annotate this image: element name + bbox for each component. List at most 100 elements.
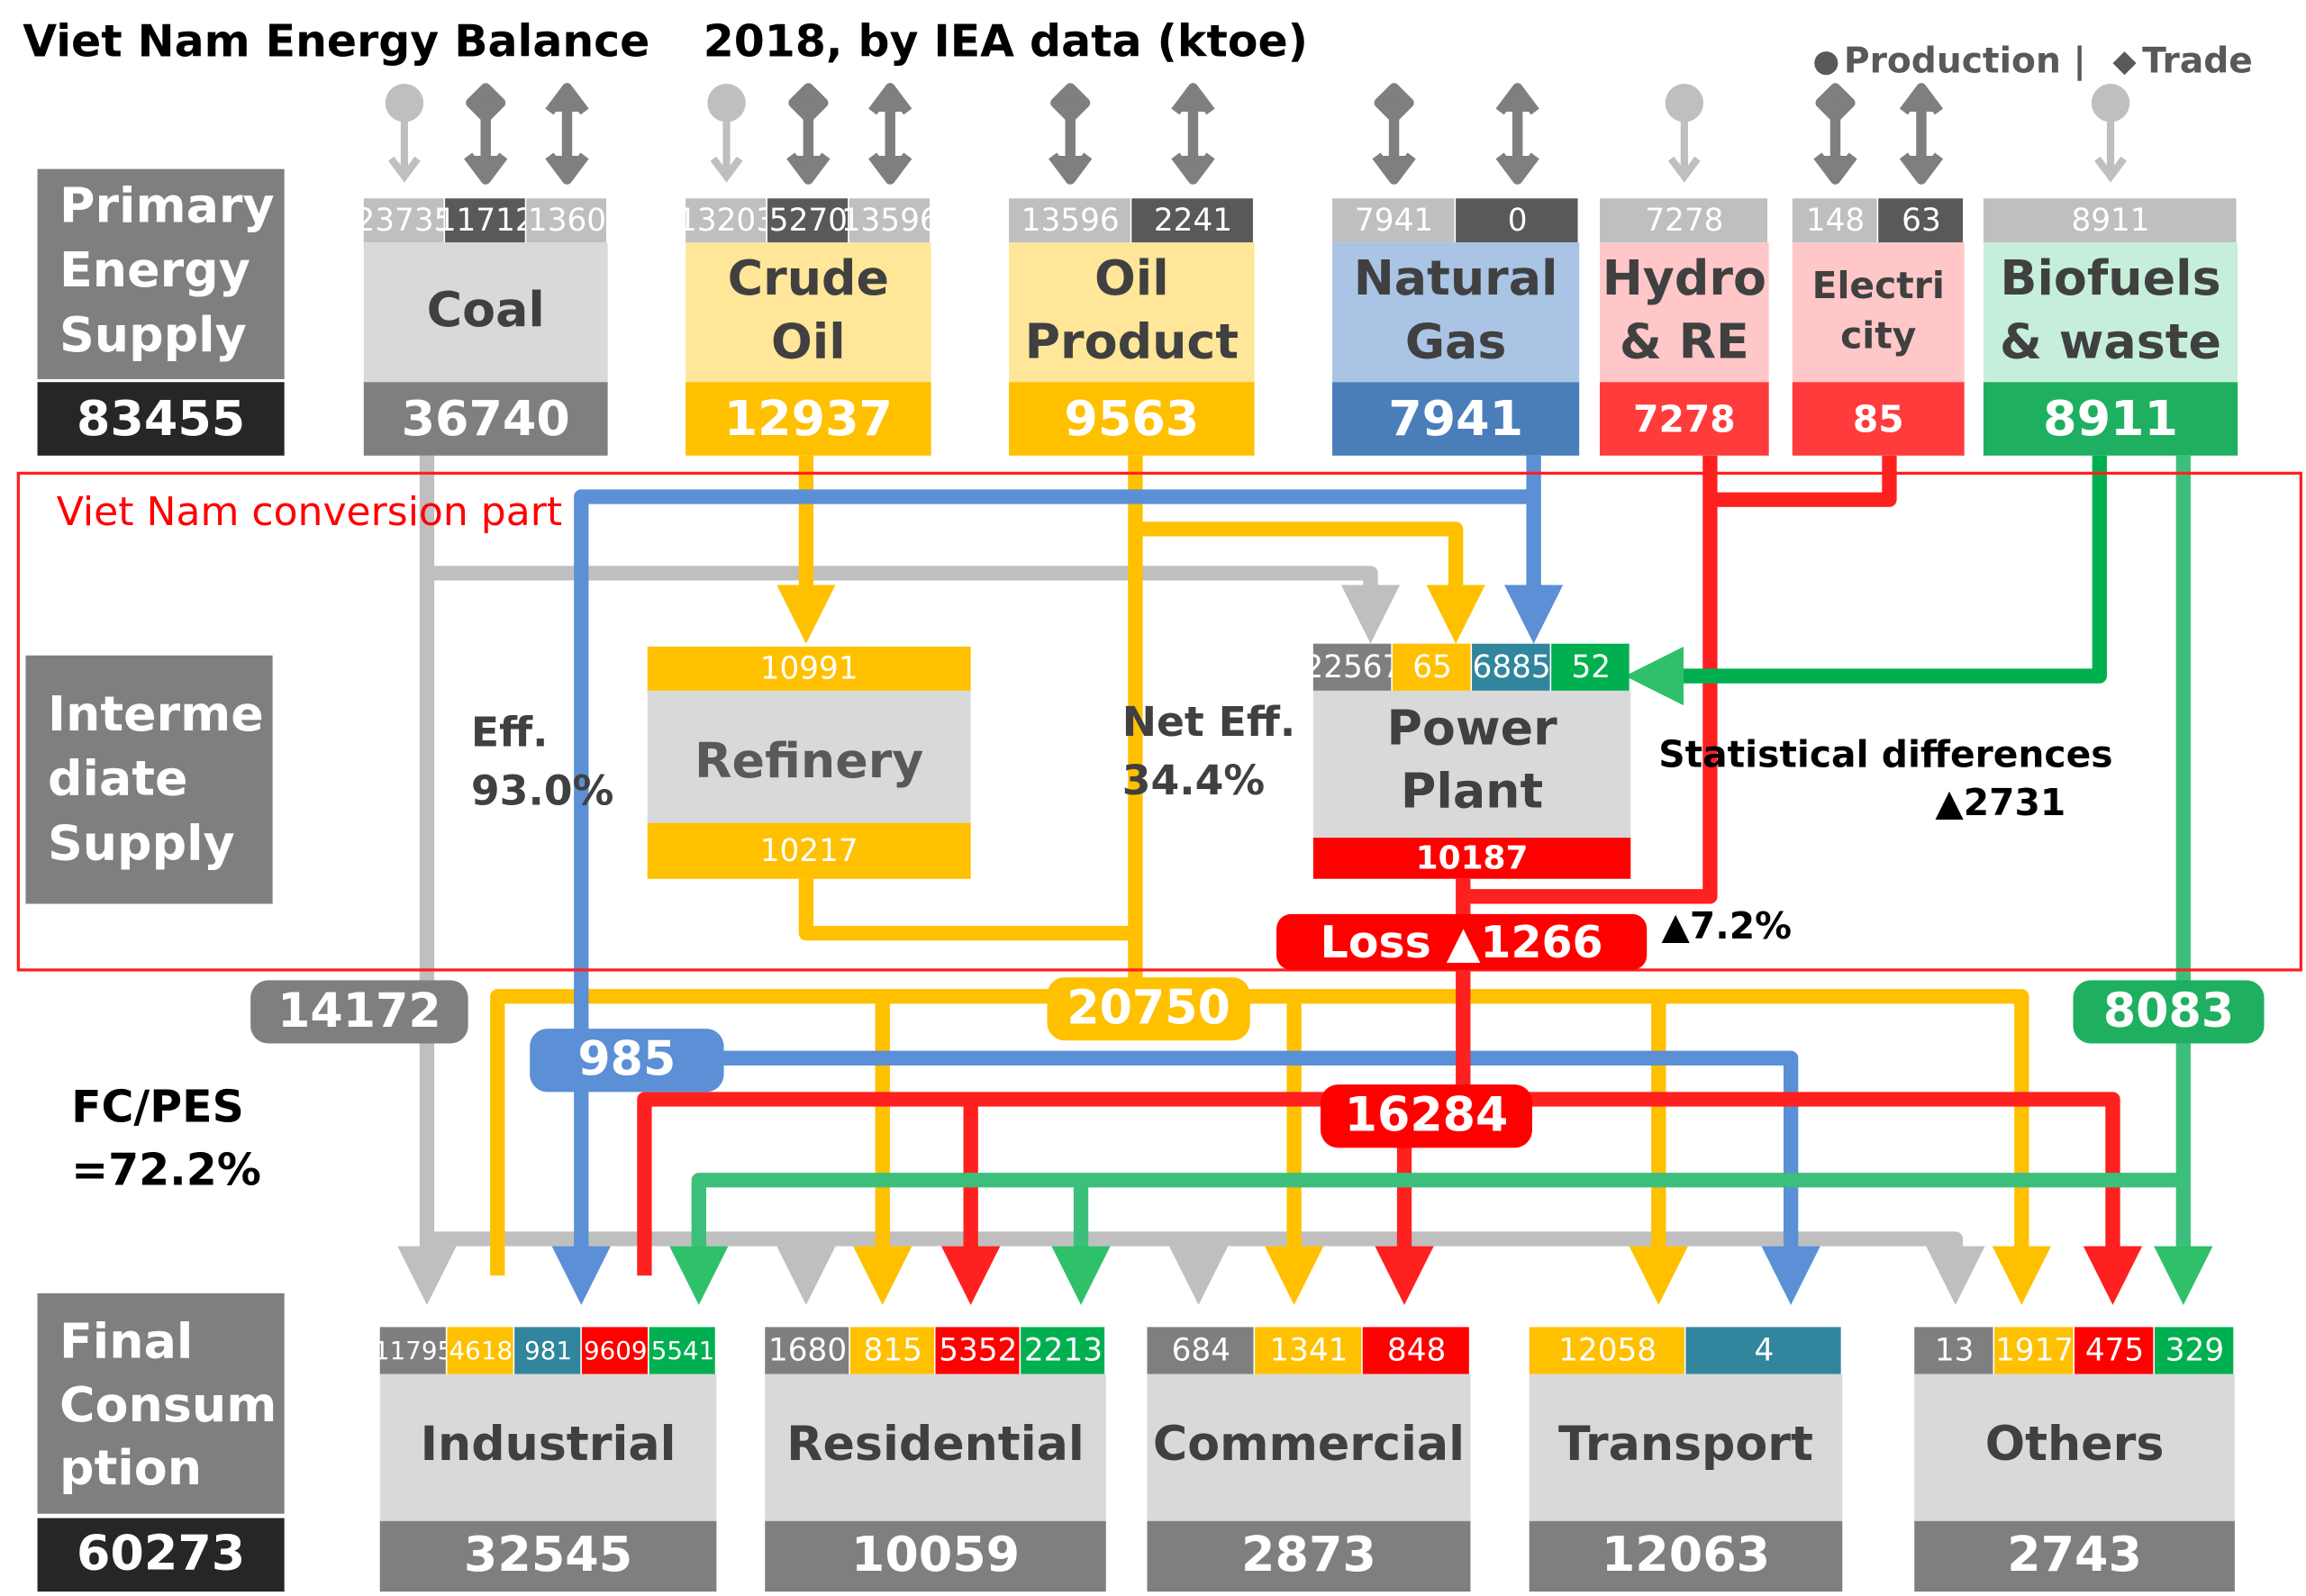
conversion-label: Viet Nam conversion part: [57, 489, 562, 535]
trade-icon: [1813, 83, 1857, 185]
input-cell: [849, 198, 930, 243]
power-plant-box: [1312, 690, 1631, 839]
trade-icon: [1372, 83, 1416, 185]
legend-dot: [1814, 51, 1838, 76]
input-value: 11795: [374, 1336, 453, 1365]
consumer-total-box: [1914, 1520, 2235, 1592]
legend-trade: Trade: [2142, 41, 2253, 82]
source-total-box: [1600, 382, 1769, 456]
input-cell: [526, 198, 607, 243]
input-cell: [514, 1327, 581, 1374]
source-name: Hydro: [1602, 249, 1766, 306]
loss-box: [1276, 913, 1648, 970]
input-cell: [935, 1327, 1020, 1374]
input-cell: [447, 1327, 513, 1374]
source-total: 36740: [402, 390, 570, 447]
source-total: 7278: [1633, 397, 1736, 440]
source-name: Natural: [1354, 249, 1558, 306]
source-total: 9563: [1064, 390, 1199, 447]
input-cell: [1332, 198, 1455, 243]
refinery-input: 10991: [760, 651, 858, 687]
consumer-name: Others: [1985, 1418, 2165, 1472]
source-total-box: [685, 382, 931, 456]
input-cell: [1021, 1327, 1105, 1374]
source-name: & RE: [1620, 313, 1749, 369]
conversion-frame: [16, 471, 2302, 972]
net-eff-value: 34.4%: [1122, 757, 1265, 804]
trade-icon: [1171, 83, 1215, 185]
source-name: Coal: [427, 281, 545, 338]
source-total-box: [1983, 382, 2238, 456]
input-cell: [649, 1327, 715, 1374]
consumer-box: [1529, 1374, 1843, 1521]
input-cell: [1392, 643, 1471, 691]
legend-diamond: [2112, 51, 2137, 76]
production-icon: [710, 117, 743, 183]
flow-lines: [397, 455, 2213, 1305]
consumer-box: [1147, 1374, 1471, 1521]
eff-label: Eff.: [471, 708, 549, 756]
trade-icon: [1899, 83, 1944, 185]
source-total-box: [1009, 382, 1255, 456]
section-label: Supply: [59, 306, 247, 363]
power-plant-output-box: [1312, 838, 1631, 879]
source-name: Oil: [771, 313, 846, 369]
production-icon: [2094, 117, 2127, 183]
power-plant-output: 10187: [1416, 840, 1529, 877]
input-value: 148: [1806, 203, 1865, 239]
input-cell: [2074, 1327, 2154, 1374]
input-value: 7941: [1355, 203, 1433, 239]
source-box: [1983, 242, 2238, 383]
section-total: 83455: [77, 390, 245, 447]
flow-pill: [1047, 977, 1250, 1041]
input-value: 7278: [1645, 203, 1723, 239]
fc-pes-value: =72.2%: [71, 1145, 261, 1196]
input-cell: [1983, 198, 2237, 243]
consumer-total: 2873: [1241, 1526, 1376, 1582]
input-cell: [1362, 1327, 1469, 1374]
source-name: city: [1840, 313, 1916, 357]
title: Viet Nam Energy Balance: [23, 15, 649, 67]
production-icon: [387, 117, 421, 183]
source-name: Crude: [728, 249, 889, 306]
input-cell: [685, 198, 767, 243]
source-box: [1009, 242, 1255, 383]
input-value: 52: [1571, 649, 1611, 685]
flow-pill: [1321, 1084, 1532, 1148]
stat-diff-label: Statistical differences: [1658, 732, 2112, 775]
source-name: Gas: [1405, 313, 1507, 369]
input-cell: [1009, 198, 1130, 243]
consumer-name: Industrial: [421, 1418, 676, 1472]
input-cell: [765, 1327, 849, 1374]
stat-diff-value: ▲2731: [1935, 781, 2065, 824]
refinery-output: 10217: [760, 833, 858, 869]
input-cell: [1914, 1327, 1993, 1374]
section-total: 60273: [77, 1525, 245, 1582]
input-value: 13203: [677, 203, 776, 239]
input-cell: [1312, 643, 1392, 691]
input-cell: [363, 198, 444, 243]
input-value: 11712: [437, 203, 535, 239]
input-value: 981: [524, 1336, 572, 1365]
section-box: [25, 655, 273, 904]
flow-value: 985: [577, 1033, 676, 1087]
subtitle: 2018, by IEA data (ktoe): [704, 15, 1308, 67]
refinery-box: [647, 690, 971, 823]
input-value: 4: [1754, 1333, 1774, 1369]
refinery-output-box: [647, 822, 971, 879]
input-cell: [1529, 1327, 1684, 1374]
section-box: [37, 1292, 285, 1514]
source-total-box: [1332, 382, 1580, 456]
input-value: 329: [2165, 1333, 2224, 1369]
input-value: 9609: [584, 1336, 648, 1365]
trade-icon: [464, 83, 508, 185]
flow-value: 16284: [1345, 1089, 1509, 1143]
input-cell: [1878, 198, 1964, 243]
section-label: Consum: [59, 1376, 277, 1433]
consumer-total: 10059: [851, 1526, 1020, 1582]
consumer-box: [379, 1374, 717, 1521]
input-cell: [1994, 1327, 2074, 1374]
section-label: Energy: [59, 241, 250, 298]
input-cell: [849, 1327, 934, 1374]
